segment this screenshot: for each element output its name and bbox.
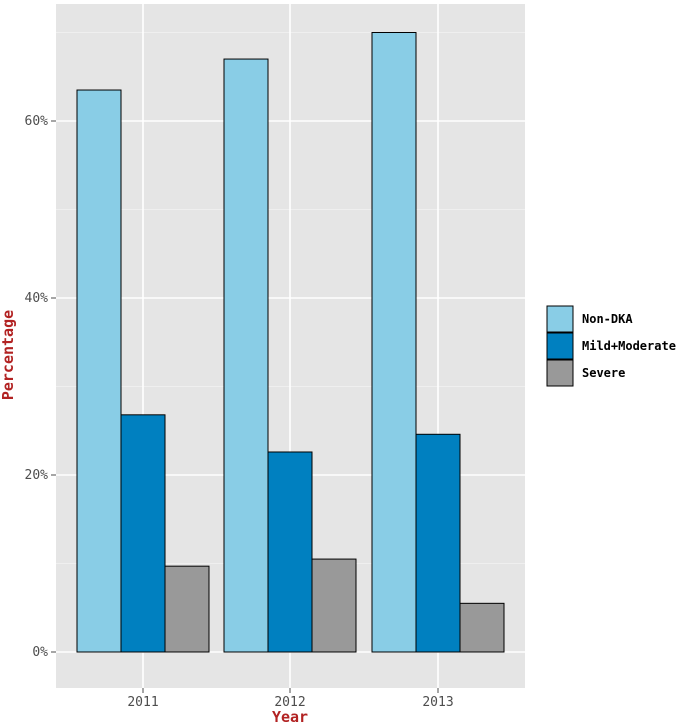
legend-key-mild-moderate — [546, 332, 574, 360]
x-axis-title: Year — [272, 708, 308, 724]
bar-severe-2011 — [164, 565, 210, 653]
x-tick-label: 2011 — [127, 695, 158, 710]
legend-label-severe: Severe — [582, 366, 625, 380]
bar-severe-2012 — [311, 558, 357, 653]
legend: Non-DKA Mild+Moderate Severe — [546, 305, 676, 387]
bar-non-dka-2012 — [223, 58, 269, 653]
legend-key-non-dka — [546, 305, 574, 333]
y-tick-label: 60% — [25, 114, 49, 129]
legend-label-mild-moderate: Mild+Moderate — [582, 339, 676, 353]
bar-mild-moderate-2013 — [415, 433, 461, 653]
x-tick-label: 2012 — [274, 695, 305, 710]
bars — [76, 32, 505, 653]
y-axis-title: Percentage — [0, 310, 17, 400]
x-tick-label: 2013 — [422, 695, 453, 710]
bar-mild-moderate-2011 — [120, 414, 166, 653]
y-tick-label: 20% — [25, 468, 49, 483]
y-tick-label: 0% — [32, 645, 48, 660]
x-axis: 2011 2012 2013 — [127, 688, 454, 710]
y-axis: 0% 20% 40% 60% — [25, 114, 56, 660]
bar-non-dka-2011 — [76, 89, 122, 653]
bar-non-dka-2013 — [371, 32, 417, 653]
y-tick-label: 40% — [25, 291, 49, 306]
bar-severe-2013 — [459, 602, 505, 653]
legend-label-non-dka: Non-DKA — [582, 312, 633, 326]
legend-key-severe — [546, 359, 574, 387]
bar-mild-moderate-2012 — [267, 451, 313, 653]
